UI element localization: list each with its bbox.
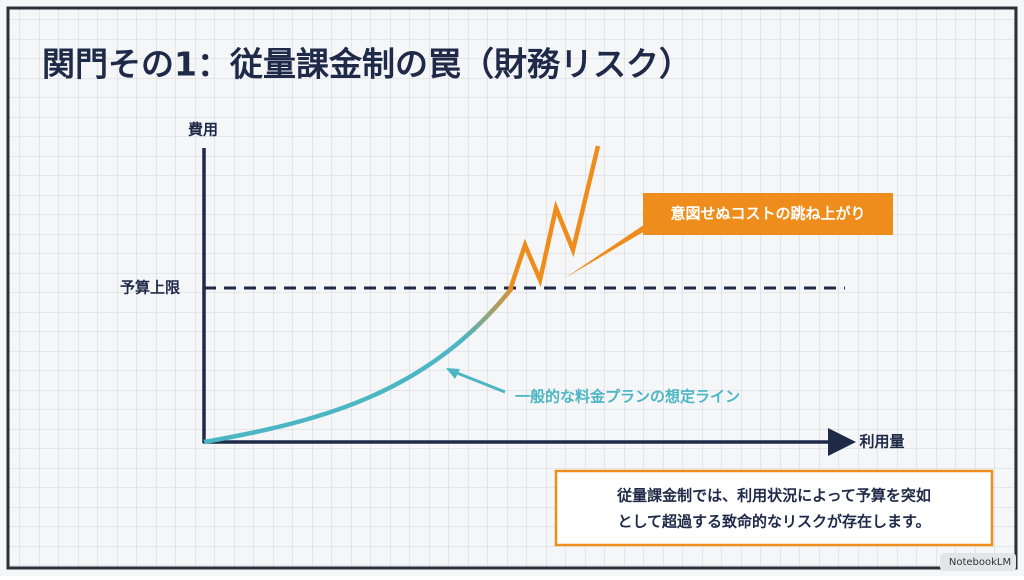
note-line: 従量課金制では、利用状況によって予算を突如 bbox=[616, 487, 931, 505]
watermark: NotebookLM bbox=[949, 557, 1011, 568]
expected-arrow bbox=[451, 369, 506, 394]
expected-arrow-head bbox=[446, 368, 460, 379]
watermark-badge bbox=[940, 553, 1016, 571]
note-line: として超過する致命的なリスクが存在します。 bbox=[617, 513, 930, 531]
title: 関門その1：従量課金制の罠（財務リスク） bbox=[42, 45, 692, 84]
spike-annotation: 意図せぬコストの跳ね上がり bbox=[670, 205, 865, 223]
y-axis-label: 費用 bbox=[188, 121, 218, 139]
budget-label: 予算上限 bbox=[120, 279, 180, 297]
expected-curve bbox=[203, 286, 514, 445]
callout-box bbox=[643, 193, 893, 235]
expected-annotation: 一般的な料金プランの想定ライン bbox=[515, 388, 740, 406]
note-box bbox=[554, 469, 994, 547]
callout-pointer bbox=[565, 214, 660, 278]
spike-curve bbox=[507, 145, 601, 291]
x-axis-label: 利用量 bbox=[859, 433, 904, 451]
